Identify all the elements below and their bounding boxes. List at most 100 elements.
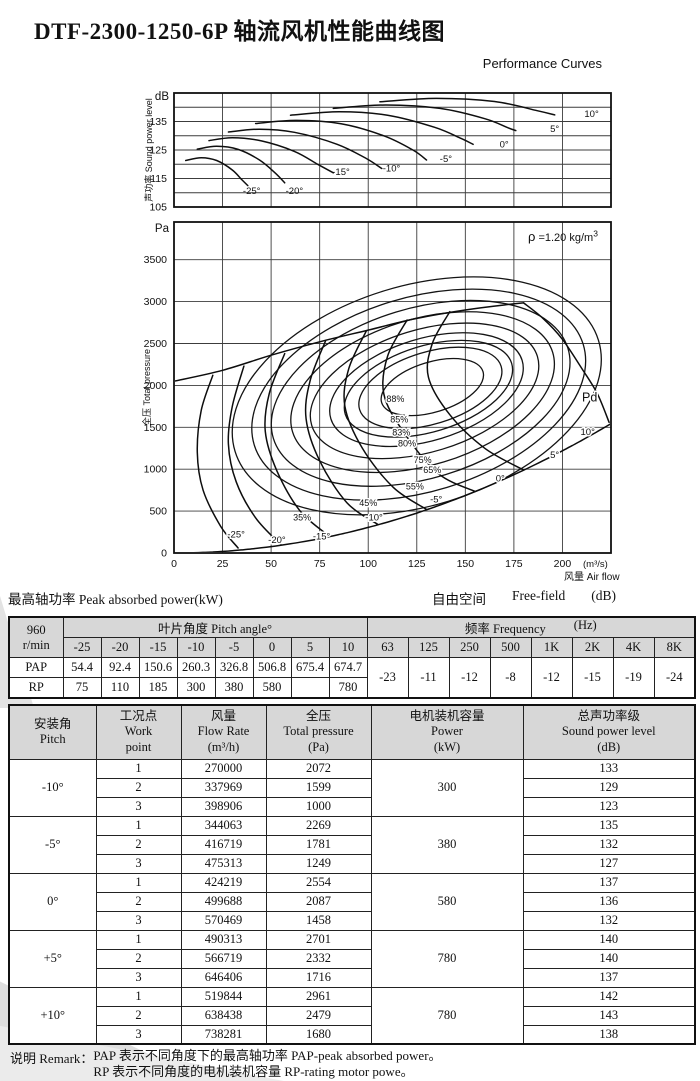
table-row: -5° 1 344063 2269 380 135 [8,815,696,874]
table-row: 3 475313 1249 127 [9,853,696,874]
svg-text:135: 135 [149,116,167,128]
air-density-annotation: ρ =1.20 kg/m3 [528,229,598,245]
pitch-curve-10° [522,302,610,424]
rp-value-cell: 780 [328,677,368,698]
remark-prefix: 说明 Remark： [10,1051,94,1066]
plot-border [173,221,612,554]
pap-value-cell: 675.4 [290,657,330,678]
pitch-col-header: 10 [328,637,368,658]
work-point-cell: 3 [95,853,182,874]
svg-text:2000: 2000 [144,380,168,392]
svg-text:100: 100 [359,558,377,570]
freq-correction-cell: -19 [612,657,655,698]
pd-dynamic-pressure-curve [191,423,610,552]
remark-line2: RP 表示不同角度的电机装机容量 RP-rating motor powe。 [93,1064,414,1080]
pap-value-cell: 674.7 [328,657,368,678]
rp-value-cell [290,677,330,698]
sound-power-cell: 133 [522,758,696,779]
total-pressure-cell: 1716 [265,967,372,988]
curve-0° [289,111,474,146]
flow-rate-cell: 738281 [180,1024,267,1045]
sound-power-cell: 135 [522,815,696,836]
svg-text:150: 150 [457,558,475,570]
svg-text:1500: 1500 [144,422,168,434]
pitch-curve--25° [196,374,239,549]
svg-text:1000: 1000 [144,464,168,476]
curve--25° [184,156,249,187]
svg-text:25: 25 [217,558,229,570]
sound-power-cell: 137 [522,872,696,893]
svg-text:75: 75 [314,558,326,570]
pitch-curve-5° [426,310,525,471]
pitch-label: -5° [430,495,442,506]
freq-col-header: 2K [571,637,614,658]
contour-83% [343,339,514,438]
sound-power-cell: 137 [522,967,696,988]
pitch-frequency-table: 960 r/min 叶片角度 Pitch angle° 频率 Frequency (Hz… [8,616,697,699]
svg-text:175: 175 [505,558,523,570]
pitch-col-header: -20 [100,637,140,658]
sound-power-cell: 132 [522,834,696,855]
curve-label: 10° [584,109,599,120]
rp-value-cell: 380 [214,677,254,698]
pitch-label: -15° [313,532,331,543]
pitch-angle-cell: +5° [8,929,97,988]
pd-label: Pd [582,390,597,404]
freq-correction-cell: -23 [366,657,409,698]
curve--5° [254,119,428,161]
table-row: 2 638438 2479 143 [9,1005,696,1026]
pitch-col-header: -10 [176,637,216,658]
freq-correction-cell: -12 [448,657,491,698]
pitch-curve--10° [304,340,379,526]
svg-text:0: 0 [161,548,167,560]
sound-power-cell: 140 [522,929,696,950]
table-row: 3 398906 1000 123 [9,796,696,817]
table-row: 3 646406 1716 137 [9,967,696,988]
curve-label: 5° [550,124,559,135]
work-point-cell: 2 [95,777,182,798]
total-pressure-cell: 1599 [265,777,372,798]
rp-label-cell: RP [8,677,64,698]
free-field-unit: (dB) [591,588,616,603]
flow-rate-cell: 424219 [180,872,267,893]
svg-text:200: 200 [554,558,572,570]
pitch-col-header: -5 [214,637,254,658]
pitch-angle-cell: -10° [8,758,97,817]
pitch-col-header: -15 [138,637,178,658]
contour-label: 83% [392,428,410,438]
curve--15° [208,136,335,174]
contour-labels: 88% 85% 83%80% 75%65% 55% 45% 35% [292,393,443,525]
table-row: 2 566719 2332 140 [9,948,696,969]
motor-power-cell: 780 [370,929,524,988]
rp-value-cell: 300 [176,677,216,698]
t1-header-row-2: -25 -20 -15 -10 -5 0 5 10 63 125 250 500 1K 2K 4K 8K [9,637,696,658]
frequency-header-text: 频率 Frequency [464,622,546,636]
pap-label-cell: PAP [8,657,64,678]
contour-85% [358,346,503,430]
contour-label: 85% [390,415,408,425]
page-title: DTF-2300-1250-6P 轴流风机性能曲线图 [34,19,446,44]
total-pressure-cell: 2479 [265,1005,372,1026]
total-pressure-cell: 1781 [265,834,372,855]
y-tick-labels: 0 500 1000 1500 2000 2500 3000 3500 [144,254,168,559]
contour-45% [251,288,587,501]
pitch-angle-cell: +10° [8,986,97,1045]
flow-rate-cell: 519844 [180,986,267,1007]
freq-col-header: 500 [489,637,532,658]
curve--10° [227,128,383,170]
remark-lines: PAP 表示不同角度下的最高轴功率 PAP-peak absorbed powe… [93,1048,441,1081]
freq-col-header: 8K [653,637,696,658]
table-row: 0° 1 424219 2554 580 137 [8,872,696,931]
svg-text:50: 50 [265,558,277,570]
pitch-col-header: 5 [290,637,330,658]
pitch-curve--20° [227,365,282,546]
t1-pap-row: PAP 54.4 92.4 150.6 260.3 326.8 506.8 675.4 674.… [8,657,696,698]
work-point-cell: 3 [95,796,182,817]
total-pressure-cell: 1680 [265,1024,372,1045]
svg-text:105: 105 [149,202,167,214]
curve-label: -20° [286,186,304,197]
remark-block: 说明 Remark： PAP 表示不同角度下的最高轴功率 PAP-peak ab… [10,1048,442,1081]
total-pressure-column-header: 全压 Total pressure (Pa) [265,704,372,760]
curve-5° [332,104,517,132]
